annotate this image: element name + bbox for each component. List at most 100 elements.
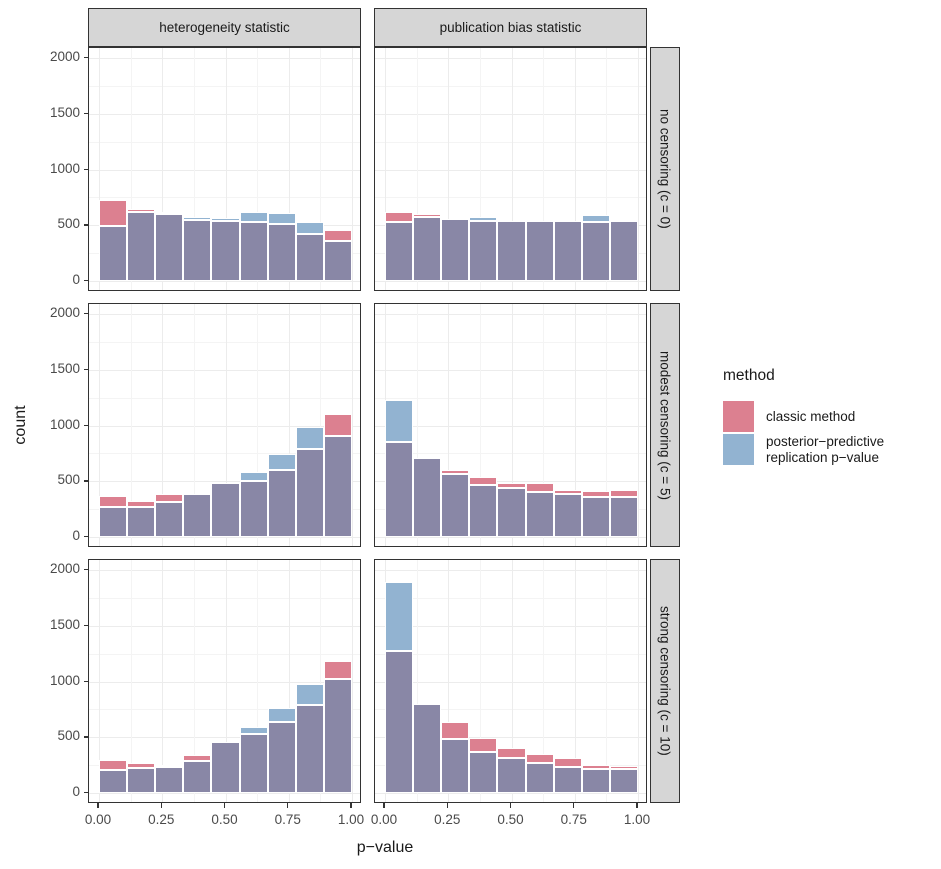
gridline-major bbox=[385, 48, 386, 290]
x-axis-tick bbox=[573, 803, 575, 808]
x-axis-tick bbox=[97, 803, 99, 808]
bar-segment-overlap bbox=[239, 481, 268, 537]
bar-segment-classic bbox=[99, 200, 128, 227]
x-axis-tick-label: 1.00 bbox=[623, 812, 651, 827]
bar-segment-classic bbox=[127, 763, 156, 768]
gridline-minor bbox=[375, 709, 646, 711]
y-axis-tick-label: 0 bbox=[72, 784, 80, 799]
histogram-bar bbox=[525, 753, 554, 793]
bar-segment-overlap bbox=[609, 497, 638, 537]
histogram-bar bbox=[581, 214, 610, 281]
y-axis-tick-label: 1500 bbox=[49, 104, 80, 120]
bar-segment-classic bbox=[441, 721, 470, 739]
bar-segment-overlap bbox=[525, 220, 554, 281]
gridline-major bbox=[225, 48, 227, 290]
gridline-major bbox=[375, 281, 646, 282]
bar-segment-overlap bbox=[239, 222, 268, 281]
facet-col-strip-label: heterogeneity statistic bbox=[159, 20, 290, 35]
x-axis-tick bbox=[287, 803, 289, 808]
histogram-panel bbox=[88, 47, 361, 291]
gridline-major bbox=[99, 304, 100, 546]
gridline-minor bbox=[375, 453, 646, 455]
bar-segment-classic bbox=[385, 212, 414, 222]
bar-segment-posterior bbox=[267, 212, 296, 224]
gridline-major bbox=[375, 369, 646, 371]
gridline-major bbox=[352, 304, 353, 546]
bar-segment-overlap bbox=[469, 221, 498, 281]
bar-segment-overlap bbox=[323, 436, 352, 537]
bar-segment-overlap bbox=[239, 734, 268, 793]
histogram-bar bbox=[525, 482, 554, 537]
y-axis-tick-label: 1000 bbox=[49, 416, 80, 432]
gridline-minor bbox=[130, 560, 132, 802]
bar-segment-classic bbox=[323, 230, 352, 242]
gridline-major bbox=[225, 304, 227, 546]
x-axis-tick-label: 0.50 bbox=[497, 812, 524, 827]
bar-segment-overlap bbox=[441, 474, 470, 537]
facet-row-strip-label: strong censoring (c = 10) bbox=[657, 606, 673, 756]
bar-segment-classic bbox=[99, 759, 128, 770]
histogram-bar bbox=[211, 741, 240, 793]
gridline-major bbox=[574, 48, 576, 290]
bar-segment-classic bbox=[553, 490, 582, 494]
gridline-major bbox=[89, 369, 360, 371]
y-axis-tick bbox=[84, 280, 88, 282]
bar-segment-overlap bbox=[211, 483, 240, 537]
bar-segment-classic bbox=[553, 758, 582, 767]
gridline-major bbox=[89, 169, 360, 171]
gridline-minor bbox=[479, 304, 481, 546]
facet-row-strip-label: modest censoring (c = 5) bbox=[657, 350, 673, 500]
histogram-panel bbox=[374, 303, 647, 547]
bar-segment-posterior bbox=[239, 471, 268, 482]
bar-segment-posterior bbox=[469, 217, 498, 222]
facet-row-strip-strong-censoring: strong censoring (c = 10) bbox=[650, 559, 680, 803]
bar-segment-overlap bbox=[469, 485, 498, 537]
x-axis-tick bbox=[446, 803, 448, 808]
bar-segment-overlap bbox=[553, 766, 582, 793]
histogram-bar bbox=[553, 490, 582, 537]
gridline-major bbox=[288, 48, 290, 290]
histogram-bar bbox=[553, 758, 582, 793]
y-axis-tick-label: 500 bbox=[57, 728, 80, 744]
bar-segment-overlap bbox=[323, 679, 352, 793]
gridline-minor bbox=[375, 197, 646, 199]
gridline-major bbox=[162, 304, 164, 546]
bar-segment-overlap bbox=[99, 506, 128, 537]
y-axis-tick-label: 2000 bbox=[49, 561, 80, 576]
gridline-major bbox=[162, 48, 164, 290]
bar-segment-posterior bbox=[239, 212, 268, 223]
bar-segment-posterior bbox=[295, 684, 324, 705]
x-axis-tick bbox=[223, 803, 226, 808]
legend-label-classic-method: classic method bbox=[766, 408, 856, 424]
histogram-bar bbox=[469, 737, 498, 793]
y-axis-tick bbox=[84, 624, 88, 627]
facet-row-strip-label: no censoring (c = 0) bbox=[657, 109, 673, 229]
bar-segment-overlap bbox=[99, 226, 128, 281]
bar-segment-overlap bbox=[441, 738, 470, 793]
bar-segment-overlap bbox=[155, 214, 184, 281]
facet-col-strip-publication-bias: publication bias statistic bbox=[374, 8, 647, 47]
gridline-minor bbox=[416, 48, 418, 290]
gridline-minor bbox=[416, 304, 418, 546]
x-axis-tick-label: 1.00 bbox=[337, 812, 365, 827]
gridline-major bbox=[89, 793, 360, 794]
x-axis-tick-label: 0.00 bbox=[84, 812, 112, 827]
histogram-bar bbox=[295, 221, 324, 281]
facet-row-strip-no-censoring: no censoring (c = 0) bbox=[650, 47, 680, 291]
gridline-major bbox=[89, 425, 360, 427]
legend-item-classic-method: classic method bbox=[723, 401, 884, 432]
gridline-minor bbox=[257, 560, 259, 802]
bar-segment-classic bbox=[609, 489, 638, 498]
gridline-minor bbox=[543, 560, 545, 802]
y-axis-tick-label: 0 bbox=[72, 272, 80, 287]
gridline-minor bbox=[130, 48, 132, 290]
bar-segment-overlap bbox=[413, 458, 442, 537]
histogram-bar bbox=[323, 413, 352, 537]
gridline-major bbox=[375, 625, 646, 627]
histogram-bar bbox=[469, 217, 498, 281]
bar-segment-overlap bbox=[267, 722, 296, 793]
gridline-minor bbox=[375, 85, 646, 87]
histogram-bar bbox=[441, 469, 470, 537]
histogram-bar bbox=[413, 703, 442, 793]
bar-segment-classic bbox=[155, 494, 184, 503]
